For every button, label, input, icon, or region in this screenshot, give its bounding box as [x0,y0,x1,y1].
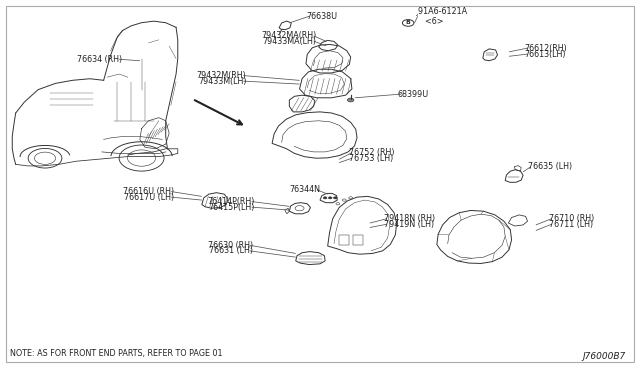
Bar [339,235,349,245]
Text: 76753 (LH): 76753 (LH) [349,154,393,163]
Text: 76635 (LH): 76635 (LH) [527,162,572,171]
Text: 79432MA(RH): 79432MA(RH) [262,31,317,41]
Circle shape [328,197,332,199]
Text: 76752 (RH): 76752 (RH) [349,148,394,157]
Text: 76414P(RH): 76414P(RH) [207,197,255,206]
Text: 76415P(LH): 76415P(LH) [209,203,255,212]
Text: 79418N (RH): 79418N (RH) [384,214,435,223]
Text: 76613(LH): 76613(LH) [524,49,566,58]
Text: 76634 (RH): 76634 (RH) [77,55,122,64]
Circle shape [333,197,337,199]
Text: 76638U: 76638U [306,12,337,21]
Bar [353,235,364,245]
Circle shape [323,197,327,199]
Text: 76344N: 76344N [289,185,320,194]
Text: 79432M(RH): 79432M(RH) [197,71,246,80]
Text: 76630 (RH): 76630 (RH) [208,241,253,250]
Text: 79419N (LH): 79419N (LH) [384,220,434,229]
Text: 76631 (LH): 76631 (LH) [209,246,253,255]
Circle shape [348,98,354,102]
Text: ¸91A6-6121A
    <6>: ¸91A6-6121A <6> [415,7,468,26]
Text: B: B [406,20,411,25]
Text: NOTE: AS FOR FRONT END PARTS, REFER TO PAGE 01: NOTE: AS FOR FRONT END PARTS, REFER TO P… [10,349,223,358]
Text: 79433MA(LH): 79433MA(LH) [263,36,317,46]
Text: 76612(RH): 76612(RH) [524,44,567,52]
Text: 76710 (RH): 76710 (RH) [548,214,594,223]
Text: 76711 (LH): 76711 (LH) [548,220,593,229]
Text: 76616U (RH): 76616U (RH) [124,187,174,196]
Text: 79433M(LH): 79433M(LH) [198,77,246,86]
Text: 76617U (LH): 76617U (LH) [124,193,174,202]
Text: 68399U: 68399U [398,90,429,99]
Text: J76000B7: J76000B7 [582,352,625,361]
